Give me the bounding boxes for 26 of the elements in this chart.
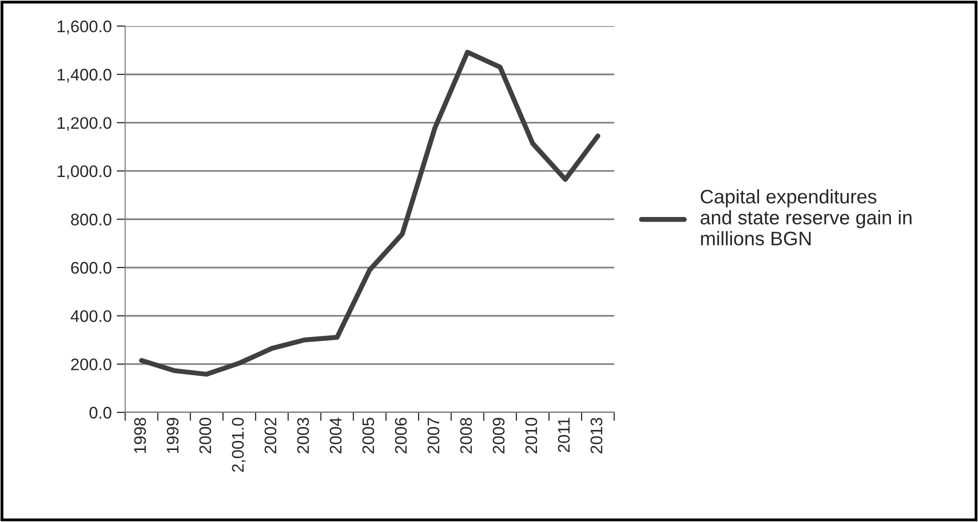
x-tick-label: 2,001.0 <box>232 418 246 472</box>
x-tick-label: 2005 <box>362 418 374 454</box>
y-tick-label: 1,200.0 <box>58 117 112 131</box>
y-tick-label: 1,400.0 <box>58 68 112 83</box>
x-tick-label: 2010 <box>525 418 538 454</box>
x-tick-label: 2008 <box>460 418 472 454</box>
x-tick-label: 2007 <box>428 418 440 454</box>
x-tick-label: 2002 <box>264 418 276 454</box>
x-tick-label: 2003 <box>297 418 309 454</box>
x-tick-label: 1999 <box>166 418 179 453</box>
legend-label: Capital expenditures and state reserve gain in millions BGN <box>700 189 912 246</box>
x-tick-label: 2004 <box>330 418 342 454</box>
y-tick-label: 1,000.0 <box>58 165 112 180</box>
line-series <box>139 50 600 377</box>
x-tick-label: 2013 <box>590 418 602 454</box>
x-tick-label: 1998 <box>134 418 146 453</box>
x-tick-label: 2011 <box>558 418 570 452</box>
y-tick-label: 200.0 <box>71 358 112 370</box>
y-tick-label: 400.0 <box>70 310 112 322</box>
y-tick-label: 600.0 <box>71 262 112 274</box>
y-tick-label: 1,600.0 <box>58 20 112 34</box>
y-tick-label: 800.0 <box>71 214 112 226</box>
x-tick-label: 2006 <box>394 418 407 454</box>
y-tick-label: 0.0 <box>89 406 112 419</box>
x-tick-label: 2000 <box>199 418 212 454</box>
x-tick-label: 2009 <box>492 418 505 454</box>
